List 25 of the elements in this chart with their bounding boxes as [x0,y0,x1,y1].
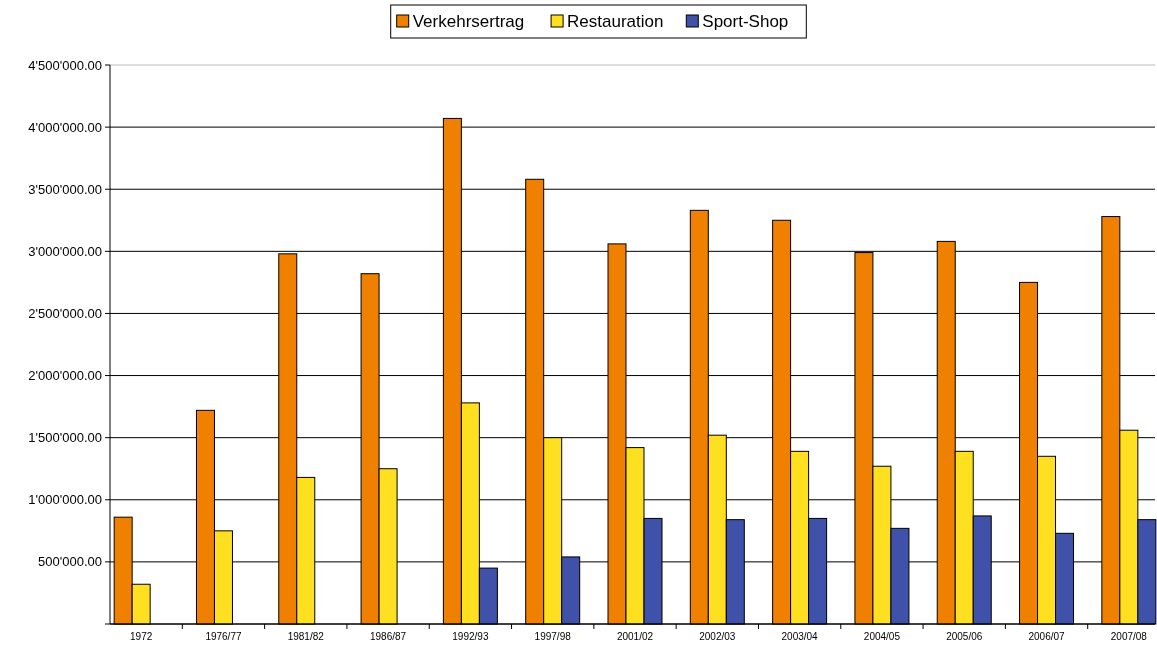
y-tick-label: 2'000'000.00 [28,368,102,384]
legend-label: Sport-Shop [702,11,789,31]
x-tick-label: 1986/87 [370,631,407,642]
x-tick-label: 1976/77 [205,631,242,642]
x-tick-label: 1981/82 [287,631,325,642]
legend-label: Restauration [567,11,664,31]
y-tick-label: 1'000'000.00 [28,492,102,508]
x-tick-label: 2004/05 [863,631,901,642]
y-tick-label: 500'000.00 [38,554,102,570]
y-tick-label: 3'000'000.00 [28,243,102,259]
y-tick-label: 3'500'000.00 [28,181,102,197]
x-tick-label: 1997/98 [534,631,572,642]
legend-label: Verkehrsertrag [412,11,525,31]
y-tick-label: 1'500'000.00 [28,430,102,446]
x-tick-label: 2003/04 [781,631,819,642]
x-tick-label: 2007/08 [1110,631,1148,642]
y-tick-label: 4'000'000.00 [28,119,102,135]
y-tick-label: 2'500'000.00 [28,305,102,321]
x-tick-label: 2002/03 [699,631,736,642]
x-tick-label: 2001/02 [616,631,654,642]
x-tick-label: 1972 [130,631,153,642]
x-tick-label: 2005/06 [946,631,983,642]
y-tick-label: 4'500'000.00 [28,57,102,73]
x-tick-label: 1992/93 [452,631,489,642]
x-tick-label: 2006/07 [1028,631,1066,642]
